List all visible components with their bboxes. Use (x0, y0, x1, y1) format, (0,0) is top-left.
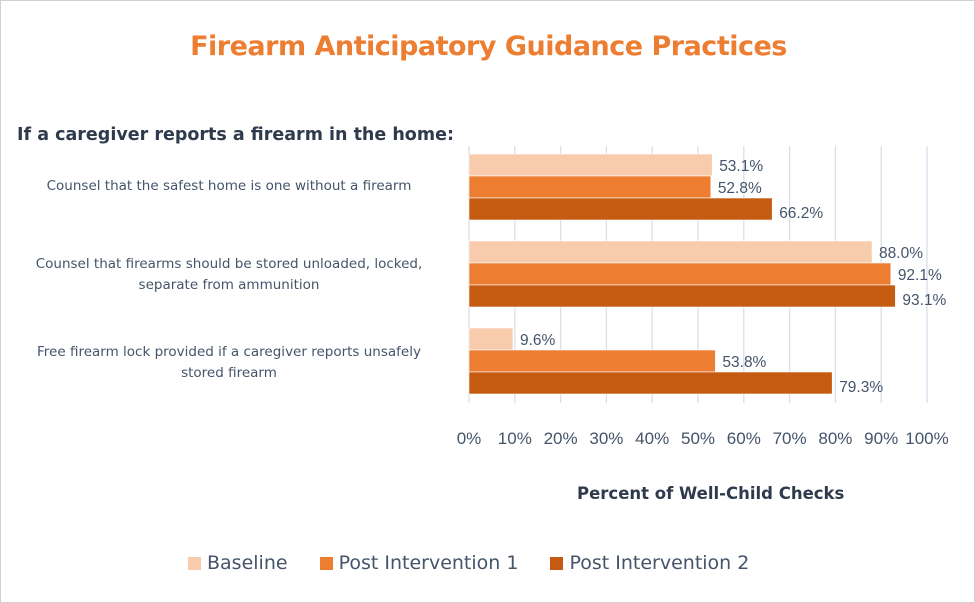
legend-item-post-intervention-1: Post Intervention 1 (319, 552, 519, 574)
legend-item-post-intervention-2: Post Intervention 2 (550, 552, 749, 574)
x-tick-label: 60% (727, 429, 761, 448)
x-tick-label: 100% (905, 429, 948, 448)
bar (468, 240, 873, 264)
category-label-line: Free firearm lock provided if a caregive… (37, 344, 421, 360)
data-label: 66.2% (779, 205, 823, 222)
bar (468, 262, 892, 286)
x-tick-label: 0% (457, 429, 482, 448)
legend-swatch (319, 556, 333, 570)
data-label: 53.1% (719, 158, 763, 175)
legend-swatch (550, 556, 564, 570)
category-label-line: Counsel that firearms should be stored u… (35, 256, 423, 272)
legend-swatch (188, 556, 201, 570)
x-tick-label: 20% (544, 429, 578, 448)
x-tick-label: 10% (498, 429, 532, 448)
legend-label: Post Intervention 2 (569, 552, 750, 574)
data-label: 9.6% (520, 332, 556, 349)
x-axis-title: Percent of Well-Child Checks (577, 484, 845, 503)
bar (468, 327, 514, 351)
chart-subtitle: If a caregiver reports a firearm in the … (17, 125, 454, 145)
x-tick-label: 50% (681, 429, 715, 448)
bar (468, 197, 773, 221)
data-label: 52.8% (718, 180, 762, 197)
category-label-line: stored firearm (181, 365, 277, 381)
category-label: Free firearm lock provided if a caregive… (4, 342, 454, 384)
x-tick-label: 30% (589, 429, 623, 448)
legend: Baseline Post Intervention 1 Post Interv… (188, 552, 749, 574)
x-tick-label: 40% (635, 429, 669, 448)
category-label-line: Counsel that the safest home is one with… (46, 178, 412, 194)
bar (468, 371, 833, 395)
legend-label: Baseline (207, 552, 288, 574)
data-label: 92.1% (898, 267, 942, 284)
data-label: 79.3% (839, 379, 883, 396)
x-tick-label: 90% (864, 429, 898, 448)
bar (468, 349, 716, 373)
data-label: 53.8% (722, 354, 766, 371)
chart-title: Firearm Anticipatory Guidance Practices (190, 31, 787, 62)
x-tick-label: 80% (818, 429, 852, 448)
bar (468, 153, 713, 177)
category-label: Counsel that the safest home is one with… (4, 176, 454, 197)
legend-item-baseline: Baseline (188, 552, 288, 574)
category-label: Counsel that firearms should be stored u… (4, 254, 454, 296)
legend-label: Post Intervention 1 (338, 552, 519, 574)
data-label: 88.0% (879, 245, 923, 262)
x-tick-label: 70% (773, 429, 807, 448)
data-label: 93.1% (902, 292, 946, 309)
category-label-line: separate from ammunition (138, 277, 320, 293)
bar (468, 175, 712, 199)
bar (468, 284, 896, 308)
